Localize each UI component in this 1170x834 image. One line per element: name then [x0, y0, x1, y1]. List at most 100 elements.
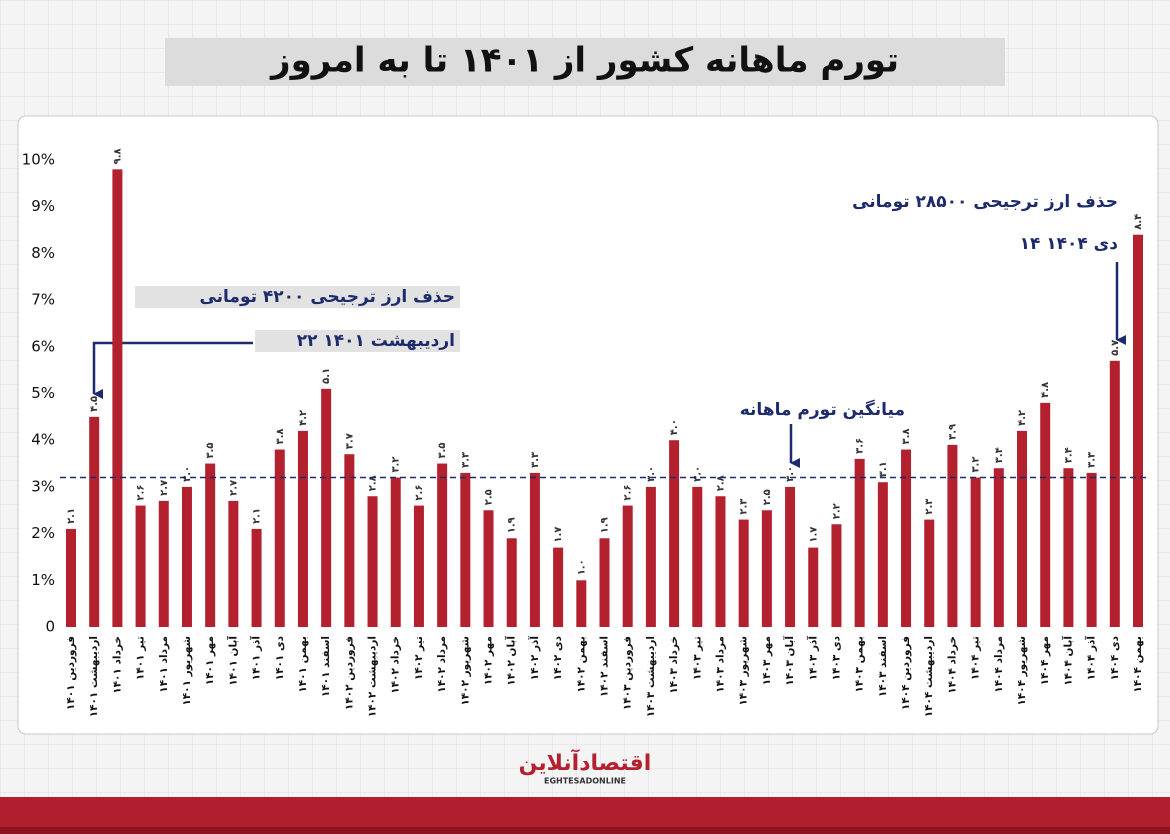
value-label: ۳.۵ [437, 443, 448, 459]
bar [1133, 234, 1143, 627]
value-label: ۳.۲ [391, 457, 402, 473]
value-label: ۳.۵ [205, 443, 216, 459]
x-tick-label: خرداد ۱۴۰۴ [946, 636, 958, 694]
bar [367, 496, 378, 627]
bar [437, 463, 448, 627]
x-tick-label: شهریور ۱۴۰۲ [459, 636, 471, 706]
value-label: ۲.۸ [715, 475, 726, 491]
bar [321, 388, 332, 627]
x-tick-label: مهر ۱۴۰۱ [204, 636, 216, 685]
x-tick-label: آذر ۱۴۰۲ [528, 636, 541, 681]
x-tick-label: مهر ۱۴۰۳ [761, 636, 773, 685]
value-label: ۳.۳ [460, 452, 471, 468]
x-tick-label: بهمن ۱۴۰۲ [575, 636, 587, 693]
value-label: ۲.۱ [252, 508, 263, 524]
bar [413, 505, 424, 627]
x-tick-label: اردیبهشت ۱۴۰۴ [923, 636, 935, 717]
bar [645, 486, 656, 627]
value-label: ۴.۰ [669, 419, 680, 435]
x-tick-label: تیر ۱۴۰۴ [970, 636, 982, 680]
value-label: ۴.۵ [89, 396, 100, 412]
x-tick-label: آذر ۱۴۰۴ [1085, 636, 1098, 681]
value-label: ۱.۷ [553, 527, 564, 543]
x-tick-label: شهریور ۱۴۰۱ [181, 636, 193, 706]
bar [112, 169, 123, 627]
value-label: ۳.۷ [344, 433, 355, 449]
x-tick-label: مرداد ۱۴۰۳ [714, 636, 726, 693]
value-label: ۳.۰ [785, 466, 796, 482]
bar [344, 454, 355, 627]
annotation-box [135, 286, 460, 308]
bar [1017, 430, 1028, 627]
bar [1063, 468, 1074, 627]
value-label: ۲.۶ [414, 485, 425, 501]
y-tick-label: 9% [31, 197, 55, 215]
x-tick-label: اسفند ۱۴۰۲ [599, 636, 611, 697]
logo-latin: EGHTESADONLINE [544, 777, 626, 786]
x-tick-label: اسفند ۱۴۰۱ [320, 636, 332, 697]
value-label: ۸.۴ [1133, 214, 1144, 230]
bar [158, 500, 169, 627]
x-tick-label: فروردین ۱۴۰۱ [65, 636, 77, 710]
value-label: ۳.۰ [692, 466, 703, 482]
value-label: ۵.۷ [1110, 340, 1121, 356]
value-label: ۲.۷ [159, 480, 170, 496]
y-tick-label: 6% [31, 337, 55, 355]
x-tick-label: مهر ۱۴۰۲ [483, 636, 495, 685]
bar [297, 430, 308, 627]
y-tick-label: 4% [31, 431, 55, 449]
value-label: ۴.۲ [1017, 410, 1028, 426]
y-tick-label: 5% [31, 384, 55, 402]
bar [831, 524, 842, 627]
bar [1109, 360, 1120, 627]
bar [251, 528, 262, 627]
bar [669, 440, 680, 627]
title-box [165, 38, 1005, 86]
y-tick-label: 8% [31, 244, 55, 262]
annotation-box [255, 330, 460, 352]
arrow [92, 341, 253, 399]
bar [622, 505, 633, 627]
x-tick-label: خرداد ۱۴۰۱ [111, 636, 123, 694]
bar [1040, 402, 1051, 627]
bar [854, 458, 865, 627]
value-label: ۴.۸ [1040, 382, 1051, 398]
value-label: ۲.۳ [924, 499, 935, 515]
x-tick-label: آبان ۱۴۰۲ [505, 636, 518, 686]
x-tick-label: تیر ۱۴۰۳ [691, 636, 703, 680]
value-label: ۳.۳ [530, 452, 541, 468]
value-label: ۳.۱ [878, 461, 889, 477]
x-tick-label: بهمن ۱۴۰۳ [854, 636, 866, 693]
value-label: ۲.۶ [136, 485, 147, 501]
y-tick-label: 10% [22, 151, 55, 169]
x-tick-label: تیر ۱۴۰۱ [135, 636, 147, 680]
value-label: ۲.۳ [739, 499, 750, 515]
y-tick-label: 2% [31, 524, 55, 542]
x-tick-label: بهمن ۱۴۰۱ [297, 636, 309, 693]
bar [553, 547, 564, 627]
bar [970, 477, 981, 627]
x-tick-label: دی ۱۴۰۴ [1109, 635, 1121, 680]
value-label: ۳.۴ [994, 447, 1005, 463]
x-tick-label: تیر ۱۴۰۲ [413, 636, 425, 680]
bar [785, 486, 796, 627]
annotation: حذف ارز ترجیحی ۲۸۵۰۰ تومانی [852, 192, 1118, 212]
y-tick-label: 3% [31, 477, 55, 495]
value-label: ۱.۷ [808, 527, 819, 543]
x-tick-label: فروردین ۱۴۰۲ [343, 636, 355, 710]
x-tick-label: شهریور ۱۴۰۴ [1016, 636, 1028, 706]
value-label: ۳.۸ [275, 429, 286, 445]
chart-title: تورم ماهانه کشور از ۱۴۰۱ تا به امروز [269, 41, 899, 81]
x-tick-label: شهریور ۱۴۰۳ [738, 636, 750, 706]
bar [924, 519, 935, 627]
x-tick-label: اردیبهشت ۱۴۰۳ [645, 636, 657, 717]
bar [529, 472, 540, 627]
value-label: ۹.۸ [112, 148, 123, 164]
annotation: ۱۴ دی ۱۴۰۴ [1020, 234, 1119, 254]
bar [506, 538, 517, 627]
bar [808, 547, 819, 627]
bar [692, 486, 703, 627]
value-label: ۴.۲ [298, 410, 309, 426]
bar [205, 463, 216, 627]
